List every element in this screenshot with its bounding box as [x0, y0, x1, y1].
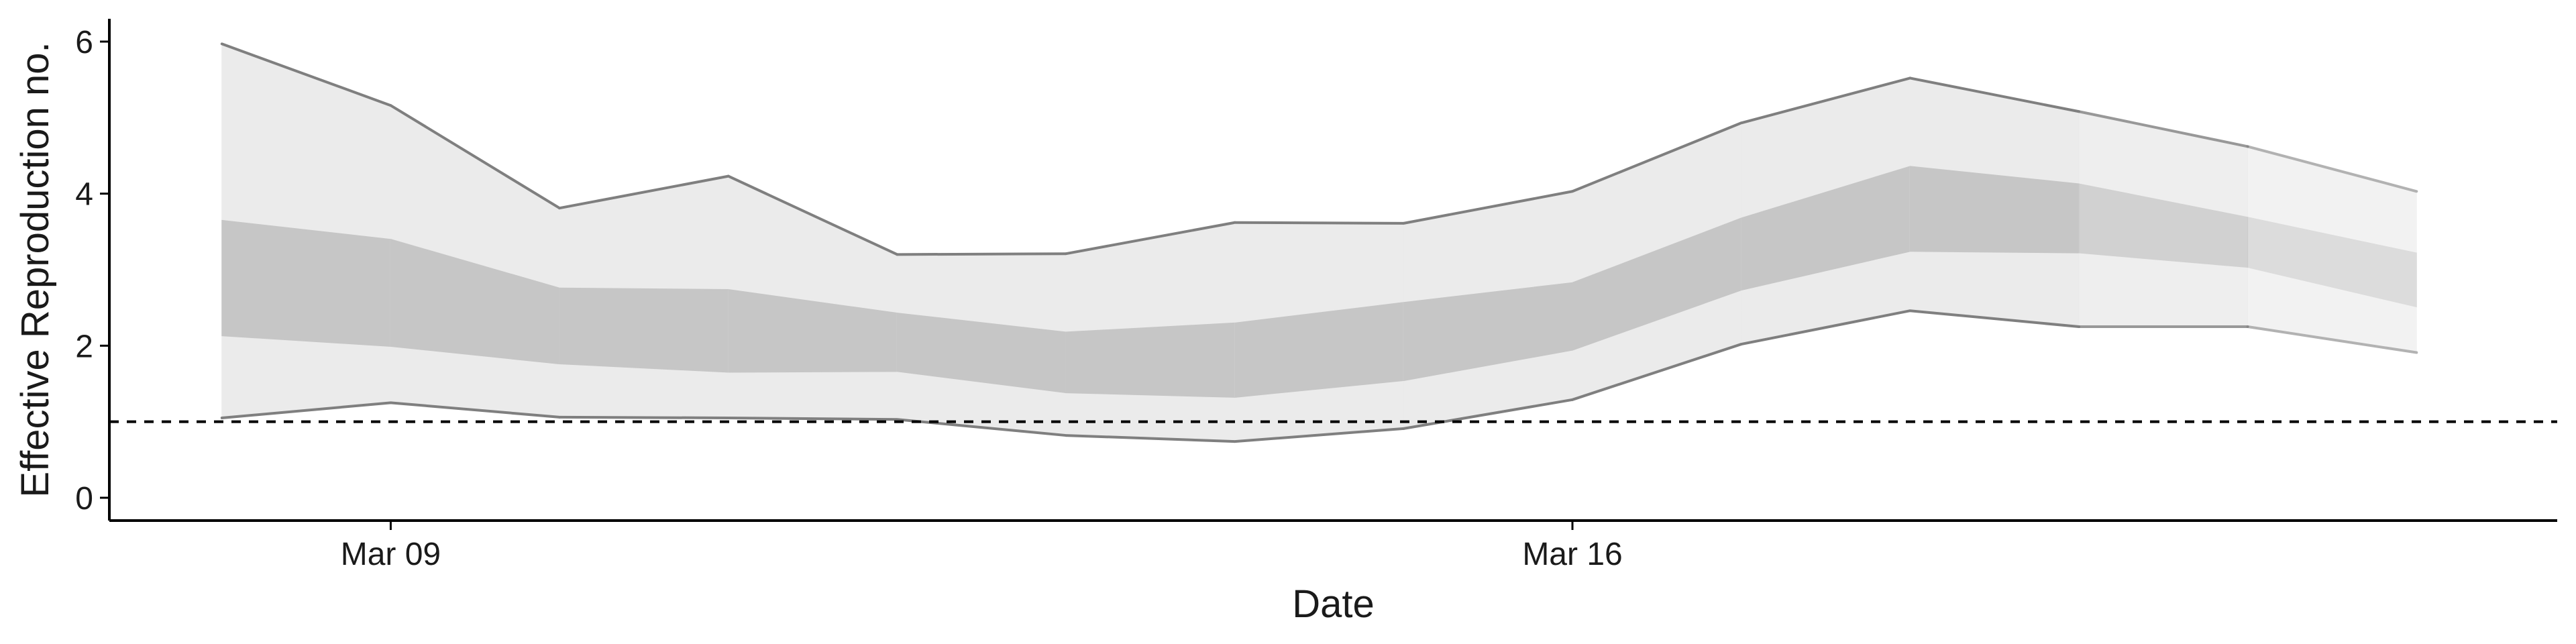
band-segment — [220, 42, 392, 419]
x-axis-ticks: Mar 09 Mar 16 — [341, 521, 1623, 572]
outer-lower-edge — [1909, 309, 2080, 328]
outer-lower-edge — [1233, 427, 1405, 443]
band-segment — [2077, 110, 2249, 328]
inner-band-segment — [559, 287, 729, 373]
band-segment — [896, 252, 1068, 437]
y-tick-label: 0 — [75, 481, 93, 517]
outer-upper-edge — [2246, 145, 2418, 193]
outer-upper-edge — [2077, 110, 2249, 148]
outer-lower-edge — [558, 415, 730, 419]
band-segment — [558, 174, 730, 419]
inner-band-segment — [221, 219, 391, 347]
outer-lower-edge — [389, 401, 561, 419]
band-segment — [1233, 221, 1405, 443]
x-tick-label: Mar 16 — [1522, 537, 1622, 572]
inner-band-segment — [2247, 217, 2417, 308]
x-tick-label: Mar 09 — [341, 537, 441, 572]
ci-bands — [220, 42, 2418, 443]
y-tick-label: 6 — [75, 25, 93, 60]
inner-band-segment — [1065, 322, 1236, 398]
outer-lower-edge — [727, 417, 899, 421]
band-segment — [1909, 76, 2080, 328]
outer-lower-edge — [1065, 434, 1236, 443]
outer-upper-edge — [1909, 76, 2080, 113]
band-segment — [1571, 121, 1743, 401]
y-axis-ticks: 0 2 4 6 — [75, 25, 109, 517]
x-axis-title: Date — [1292, 582, 1375, 626]
outer-upper-edge — [1065, 221, 1236, 256]
band-segment — [1065, 221, 1236, 443]
outer-upper-edge — [1571, 121, 1743, 193]
y-axis-title: Effective Reproduction no. — [13, 42, 57, 497]
y-tick-label: 4 — [75, 177, 93, 213]
outer-lower-edge — [1402, 398, 1574, 430]
band-segment — [2246, 145, 2418, 354]
outer-upper-edge — [220, 42, 392, 107]
outer-lower-edge — [1739, 309, 1912, 346]
band-segment — [1402, 190, 1574, 430]
outer-upper-edge — [1739, 76, 1912, 125]
band-segment — [1739, 76, 1912, 346]
y-tick-label: 2 — [75, 329, 93, 364]
outer-lower-edge — [1571, 343, 1743, 401]
outer-lower-edge — [220, 401, 392, 419]
outer-upper-edge — [389, 104, 561, 210]
outer-lower-edge — [2246, 325, 2418, 354]
outer-lower-edge — [896, 418, 1068, 437]
outer-upper-edge — [1402, 190, 1574, 225]
outer-upper-edge — [558, 174, 730, 210]
band-segment — [389, 104, 561, 419]
outer-upper-edge — [727, 174, 899, 256]
band-segment — [727, 174, 899, 421]
